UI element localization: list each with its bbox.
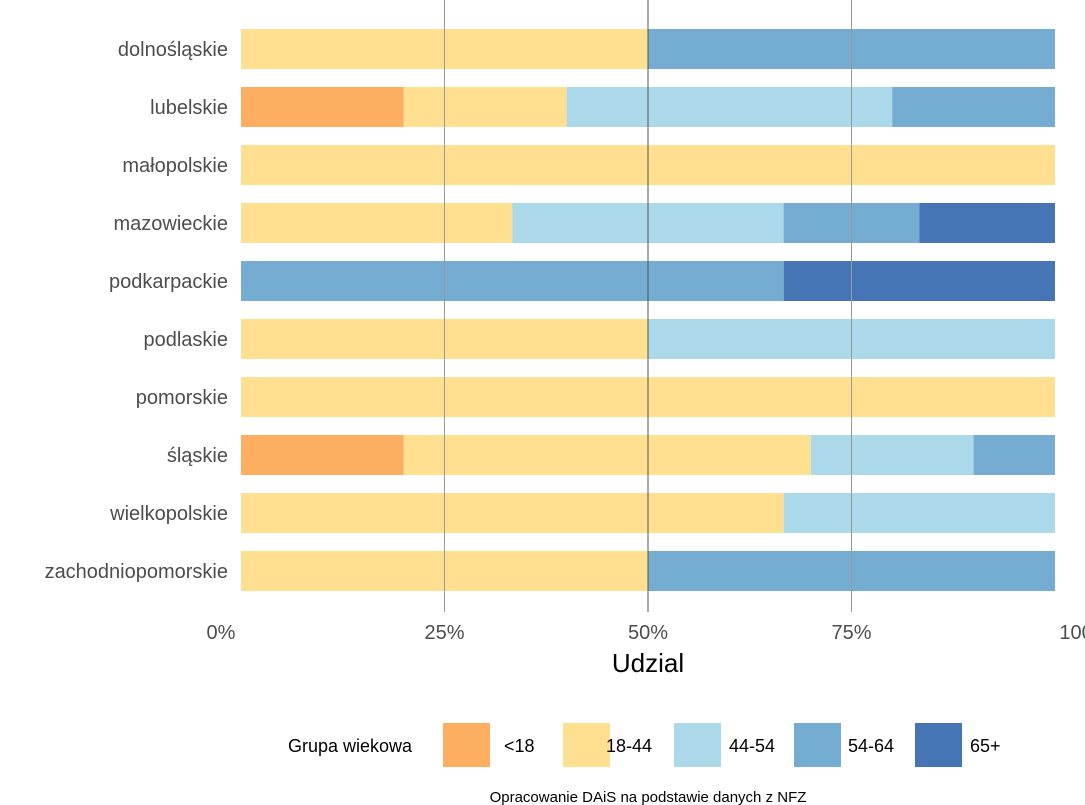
x-tick-label: 25% bbox=[424, 622, 464, 644]
y-tick-label: podkarpackie bbox=[109, 271, 228, 293]
legend-title: Grupa wiekowa bbox=[288, 736, 413, 756]
bar-slaskie-18-44 bbox=[403, 435, 811, 475]
bar-podkarpackie-54-64 bbox=[241, 261, 784, 301]
legend-swatch bbox=[443, 723, 490, 767]
bar-lubelskie-under-18 bbox=[241, 87, 404, 127]
bar-lubelskie-18-44 bbox=[403, 87, 567, 127]
chart-caption: Opracowanie DAiS na podstawie danych z N… bbox=[490, 789, 807, 805]
y-tick-label: mazowieckie bbox=[114, 213, 228, 235]
y-tick-label: dolnośląskie bbox=[118, 39, 228, 61]
grid-layer bbox=[444, 0, 852, 612]
x-axis-labels: 0% 25% 50% 75% 100% bbox=[207, 622, 1085, 644]
legend-swatch bbox=[794, 723, 841, 767]
legend-swatch bbox=[674, 723, 721, 767]
legend-label: <18 bbox=[504, 736, 535, 756]
legend-swatch bbox=[915, 723, 962, 767]
x-tick-label: 50% bbox=[628, 622, 668, 644]
y-tick-label: pomorskie bbox=[136, 387, 228, 409]
x-tick-label: 75% bbox=[831, 622, 871, 644]
y-tick-label: lubelskie bbox=[150, 97, 228, 119]
bar-wielkopolskie-18-44 bbox=[241, 493, 784, 533]
bar-podkarpackie-65 bbox=[783, 261, 1055, 301]
bar-wielkopolskie-44-54 bbox=[783, 493, 1055, 533]
legend-label: 44-54 bbox=[729, 736, 775, 756]
bar-lubelskie-44-54 bbox=[566, 87, 893, 127]
bar-lubelskie-54-64 bbox=[892, 87, 1055, 127]
bar-mazowieckie-65 bbox=[919, 203, 1055, 243]
y-axis-labels: dolnośląskie lubelskie małopolskie mazowiec… bbox=[45, 39, 228, 583]
bar-slaskie-under-18 bbox=[241, 435, 404, 475]
y-tick-label: zachodniopomorskie bbox=[45, 561, 228, 583]
legend-label: 54-64 bbox=[848, 736, 894, 756]
bar-slaskie-44-54 bbox=[810, 435, 974, 475]
y-tick-label: śląskie bbox=[167, 445, 228, 467]
legend: Grupa wiekowa <18 18-44 44-54 54-64 65+ bbox=[288, 723, 1001, 767]
legend-label: 65+ bbox=[970, 736, 1001, 756]
bar-mazowieckie-18-44 bbox=[241, 203, 513, 243]
y-tick-label: wielkopolskie bbox=[109, 503, 228, 525]
bar-slaskie-54-64 bbox=[973, 435, 1055, 475]
y-tick-label: podlaskie bbox=[143, 329, 228, 351]
x-axis-title: Udzial bbox=[612, 648, 684, 678]
legend-swatch bbox=[563, 723, 610, 767]
x-tick-label: 0% bbox=[207, 622, 236, 644]
legend-label: 18-44 bbox=[606, 736, 652, 756]
y-tick-label: małopolskie bbox=[122, 155, 228, 177]
x-tick-label: 100% bbox=[1059, 622, 1085, 644]
